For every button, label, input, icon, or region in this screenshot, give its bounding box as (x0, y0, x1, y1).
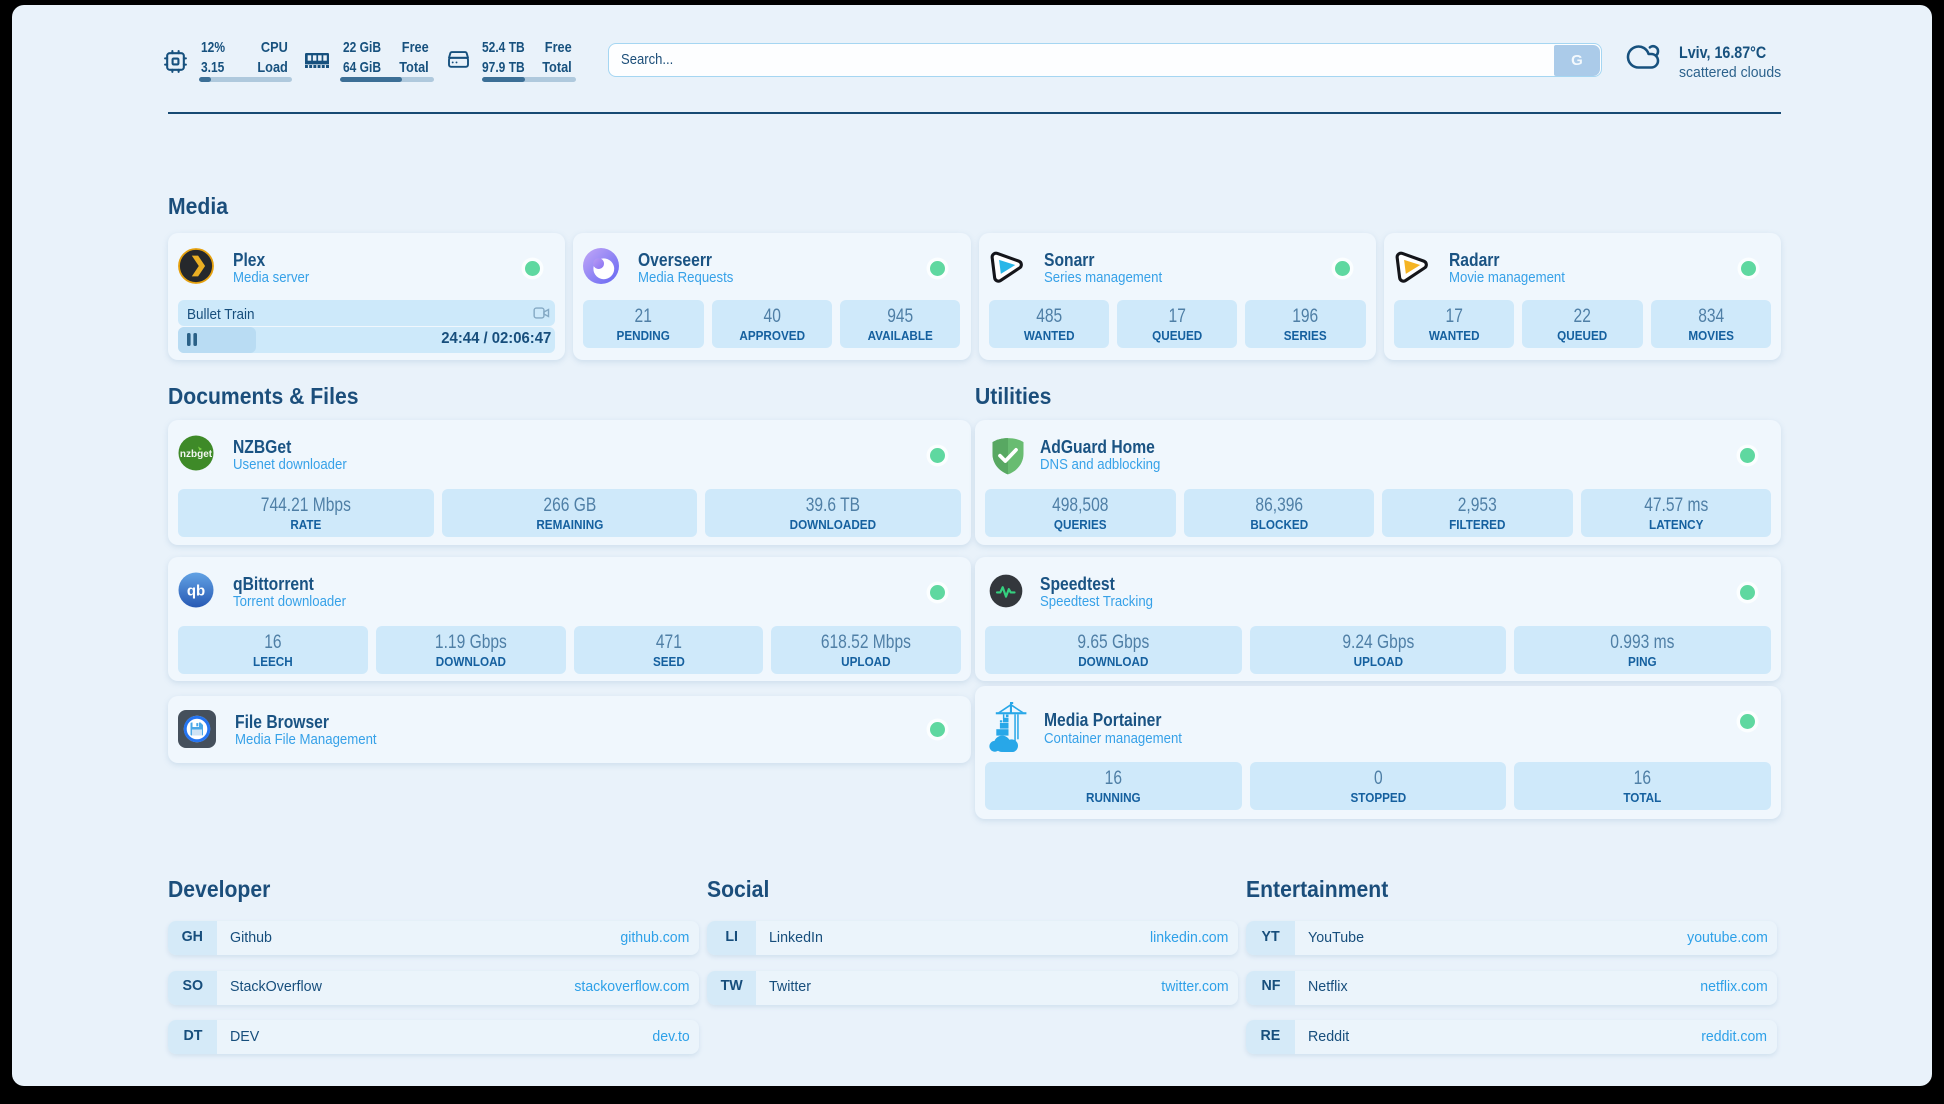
svg-text:qb: qb (187, 583, 205, 600)
svg-text:nzbget: nzbget (180, 449, 213, 460)
